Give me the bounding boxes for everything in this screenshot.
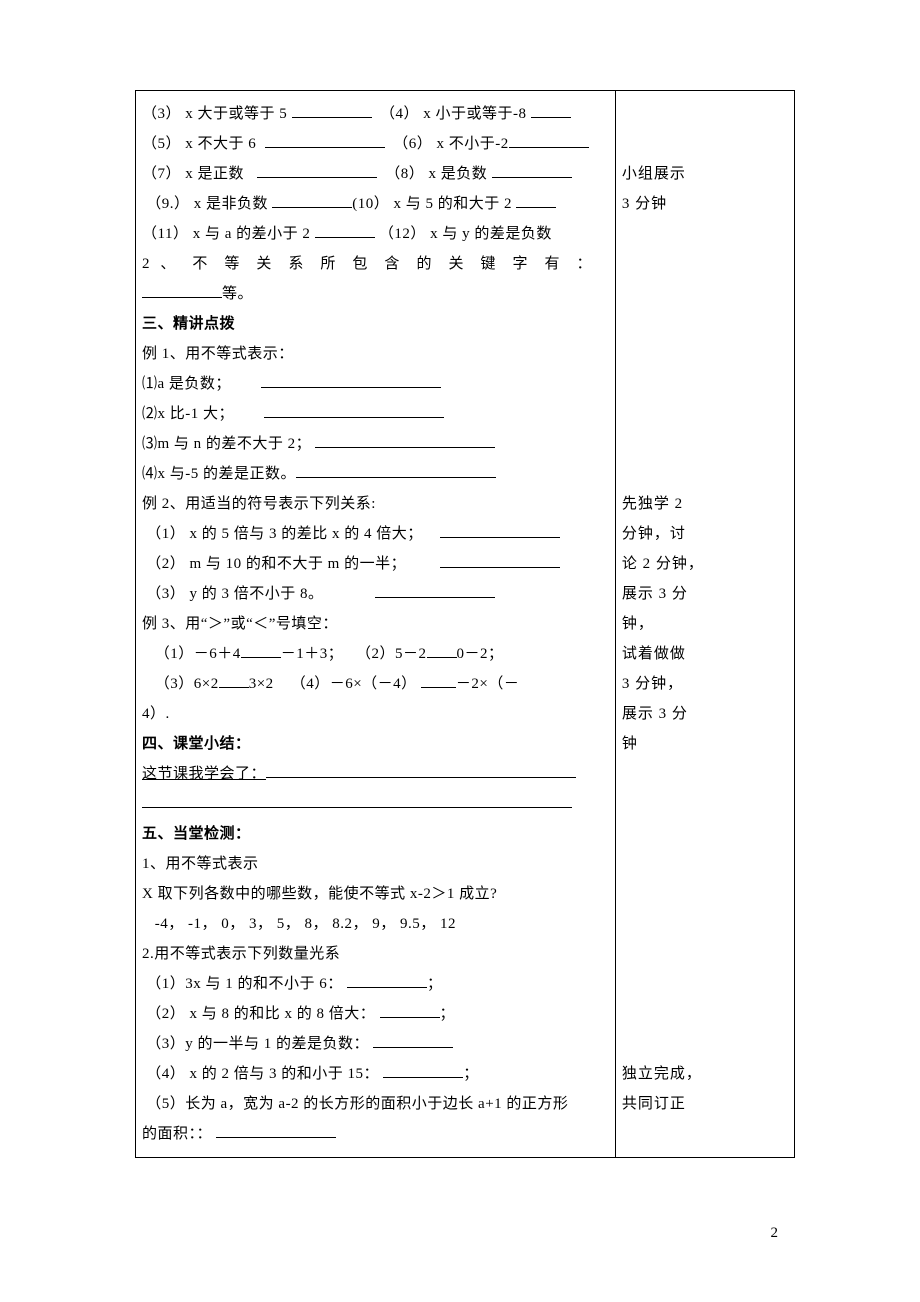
s4-l2 (142, 789, 609, 819)
q3-4: （3） x 大于或等于 5 （4） x 小于或等于-8 (142, 99, 609, 129)
page: （3） x 大于或等于 5 （4） x 小于或等于-8 （5） x 不大于 6 … (0, 0, 920, 1302)
ex1: 例 1、用不等式表示： (142, 339, 609, 369)
section5-title: 五、当堂检测： (142, 819, 609, 849)
q2-1: （1）3x 与 1 的和不小于 6： ； (142, 969, 609, 999)
q2-5b: 的面积：： (142, 1119, 609, 1149)
q2-3: （3）y 的一半与 1 的差是负数： (142, 1029, 609, 1059)
main-column: （3） x 大于或等于 5 （4） x 小于或等于-8 （5） x 不大于 6 … (136, 91, 616, 1158)
side-note-3: 独立完成， 共同订正 (622, 1059, 788, 1119)
ex3: 例 3、用“＞”或“＜”号填空： (142, 609, 609, 639)
q11-12: （11） x 与 a 的差小于 2 （12） x 与 y 的差是负数 (142, 219, 609, 249)
q1-text: X 取下列各数中的哪些数，能使不等式 x-2＞1 成立? (142, 879, 609, 909)
side-column: 小组展示3 分钟 先独学 2 分钟，讨 论 2 分钟， 展示 3 分 钟， 试着… (615, 91, 794, 1158)
ex3-row1: （1）－6＋4－1＋3； （2）5－20－2； (142, 639, 609, 669)
ex1-1: ⑴a 是负数； (142, 369, 609, 399)
q9-10: （9.） x 是非负数 (10） x 与 5 的和大于 2 (142, 189, 609, 219)
ex2: 例 2、用适当的符号表示下列关系: (142, 489, 609, 519)
ex3-row3: 4）. (142, 699, 609, 729)
q7-8: （7） x 是正数 （8） x 是负数 (142, 159, 609, 189)
keyword-line: 2 、 不 等 关 系 所 包 含 的 关 键 字 有 ： (142, 249, 592, 279)
ex3-row2: （3）6×23×2 （4）－6×（－4） －2×（－ (142, 669, 609, 699)
s4-l1: 这节课我学会了： (142, 759, 609, 789)
q1-values: -4， -1， 0， 3， 5， 8， 8.2， 9， 9.5， 12 (142, 909, 609, 939)
section4-title: 四、课堂小结： (142, 729, 609, 759)
q1: 1、用不等式表示 (142, 849, 609, 879)
section3-title: 三、精讲点拨 (142, 309, 609, 339)
ex1-4: ⑷x 与-5 的差是正数。 (142, 459, 609, 489)
content-table: （3） x 大于或等于 5 （4） x 小于或等于-8 （5） x 不大于 6 … (135, 90, 795, 1158)
q2-5a: （5）长为 a，宽为 a-2 的长方形的面积小于边长 a+1 的正方形 (142, 1089, 609, 1119)
ex2-1: （1） x 的 5 倍与 3 的差比 x 的 4 倍大； (142, 519, 609, 549)
q2-4: （4） x 的 2 倍与 3 的和小于 15： ； (142, 1059, 609, 1089)
ex1-2: ⑵x 比-1 大； (142, 399, 609, 429)
side-note-1: 小组展示3 分钟 (622, 159, 788, 219)
ex2-3: （3） y 的 3 倍不小于 8。 (142, 579, 609, 609)
ex2-2: （2） m 与 10 的和不大于 m 的一半； (142, 549, 609, 579)
q2: 2.用不等式表示下列数量光系 (142, 939, 609, 969)
side-note-2: 先独学 2 分钟，讨 论 2 分钟， 展示 3 分 钟， 试着做做 3 分钟， … (622, 489, 788, 759)
page-number: 2 (771, 1225, 779, 1242)
q2-2: （2） x 与 8 的和比 x 的 8 倍大： ； (142, 999, 609, 1029)
q5-6: （5） x 不大于 6 （6） x 不小于-2 (142, 129, 609, 159)
ex1-3: ⑶m 与 n 的差不大于 2； (142, 429, 609, 459)
keyword-etc: 等。 (142, 279, 609, 309)
